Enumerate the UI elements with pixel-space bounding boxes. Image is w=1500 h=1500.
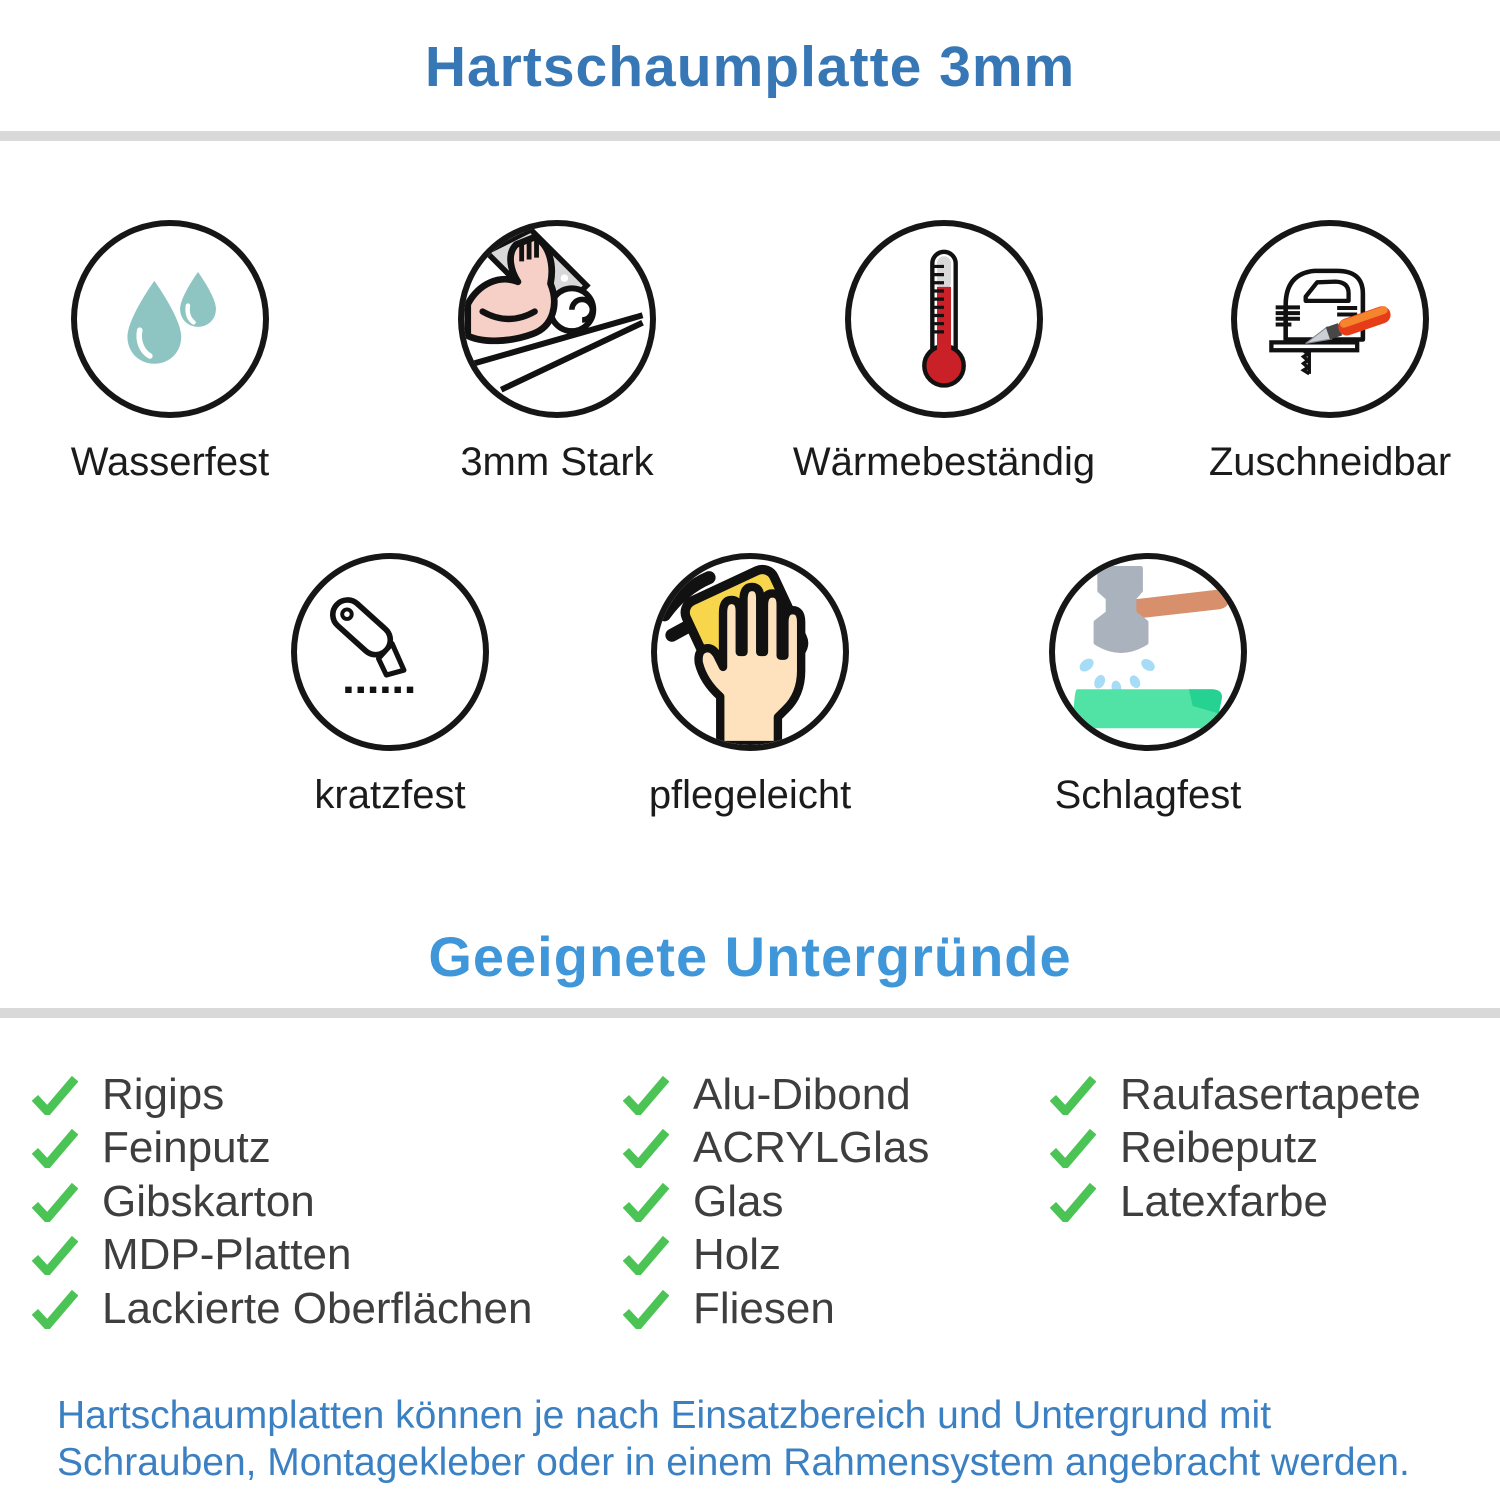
check-icon [623,1236,669,1276]
feature-label: 3mm Stark [460,440,654,484]
footer-line: Schrauben, Montagekleber oder in einem R… [57,1441,1410,1484]
substrate-label: Holz [693,1230,782,1280]
substrate-item: Lackierte Oberflächen [32,1282,532,1336]
feature-circle [845,220,1043,418]
jigsaw-cutter-icon [1269,268,1391,375]
flexed-arm-roll-icon [464,226,644,393]
feature-zuschneidbar: Zuschneidbar [1160,220,1500,485]
substrate-label: Fliesen [693,1283,835,1333]
feature-3mm-stark: 3mm Stark [387,220,727,485]
feature-schlagfest: Schlagfest [978,553,1318,818]
feature-circle [1049,553,1247,751]
check-icon [32,1129,78,1169]
feature-circle [291,553,489,751]
thermometer-icon [922,249,966,388]
check-icon [32,1075,78,1115]
substrate-column-2: Alu-Dibond ACRYLGlas Glas Holz Fliesen [623,1068,929,1336]
check-icon [1050,1075,1096,1115]
feature-wasserfest: Wasserfest [0,220,340,485]
check-icon [623,1075,669,1115]
substrate-label: Reibeputz [1120,1123,1319,1173]
substrate-item: Latexfarbe [1050,1175,1421,1229]
substrate-label: Gibskarton [102,1176,315,1226]
water-drops-icon [127,271,216,364]
feature-label: kratzfest [314,773,466,817]
substrate-item: Raufasertapete [1050,1068,1421,1122]
check-icon [32,1236,78,1276]
substrate-item: Alu-Dibond [623,1068,929,1122]
substrate-label: Glas [693,1176,784,1226]
feature-pflegeleicht: pflegeleicht [580,553,920,818]
feature-circle [71,220,269,418]
check-icon [32,1182,78,1222]
check-icon [623,1129,669,1169]
feature-label: Schlagfest [1054,773,1242,817]
feature-label: pflegeleicht [648,773,852,817]
substrate-column-1: Rigips Feinputz Gibskarton MDP-Platten L… [32,1068,532,1336]
substrate-item: Reibeputz [1050,1122,1421,1176]
substrate-item: Gibskarton [32,1175,532,1229]
feature-circle [651,553,849,751]
substrate-label: ACRYLGlas [693,1123,930,1173]
substrate-label: Alu-Dibond [693,1069,911,1119]
utility-knife-icon [329,597,418,694]
feature-label: Wasserfest [70,440,270,484]
substrate-item: MDP-Platten [32,1229,532,1283]
check-icon [1050,1182,1096,1222]
substrate-label: Lackierte Oberflächen [102,1283,533,1333]
page-title: Hartschaumplatte 3mm [424,35,1076,99]
substrate-column-3: Raufasertapete Reibeputz Latexfarbe [1050,1068,1421,1229]
substrate-label: Feinputz [102,1123,271,1173]
check-icon [623,1182,669,1222]
feature-label: Wärmebeständig [792,440,1096,484]
feature-circle [1231,220,1429,418]
feature-kratzfest: kratzfest [220,553,560,818]
footer-line: Hartschaumplatten können je nach Einsatz… [57,1394,1272,1437]
divider [0,131,1500,141]
check-icon [32,1289,78,1329]
substrate-item: Rigips [32,1068,532,1122]
substrate-label: Rigips [102,1069,225,1119]
substrate-item: Fliesen [623,1282,929,1336]
feature-circle [458,220,656,418]
substrate-item: Holz [623,1229,929,1283]
check-icon [1050,1129,1096,1169]
substrate-item: Feinputz [32,1122,532,1176]
feature-label: Zuschneidbar [1208,440,1452,484]
footer-note: Hartschaumplatten können je nach Einsatz… [57,1392,1410,1486]
substrate-item: ACRYLGlas [623,1122,929,1176]
feature-waermebestaendig: Wärmebeständig [774,220,1114,485]
section-title: Geeignete Untergründe [428,925,1072,988]
substrate-item: Glas [623,1175,929,1229]
divider [0,1008,1500,1018]
hammer-impact-icon [1072,565,1229,729]
check-icon [623,1289,669,1329]
substrate-label: MDP-Platten [102,1230,352,1280]
wiping-hand-icon [657,564,809,745]
substrate-label: Raufasertapete [1120,1069,1421,1119]
substrate-label: Latexfarbe [1120,1176,1328,1226]
